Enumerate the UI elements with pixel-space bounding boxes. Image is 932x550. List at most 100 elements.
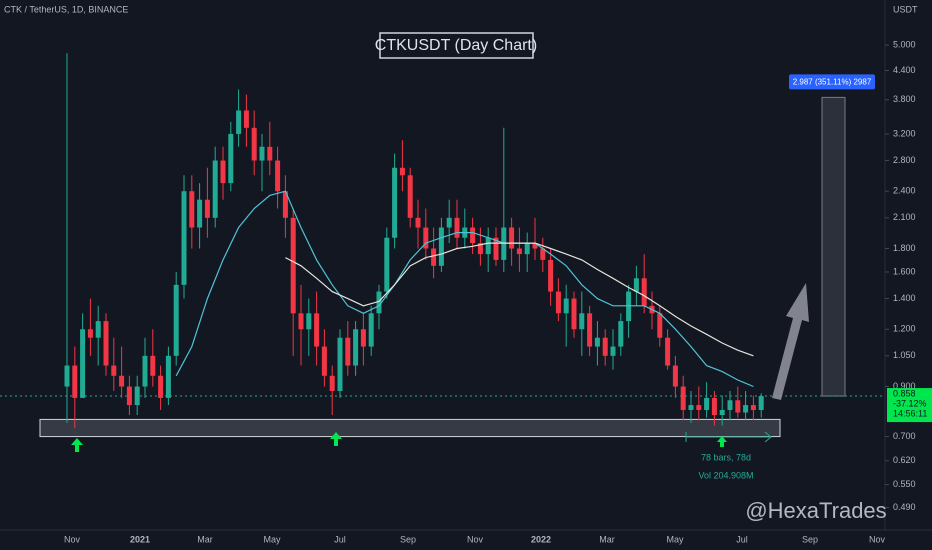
candle-body	[111, 365, 117, 376]
candle-body	[298, 313, 304, 330]
x-tick-label: Nov	[467, 534, 484, 544]
candle-body	[243, 110, 249, 128]
candle-body	[173, 284, 179, 356]
candle-body	[103, 321, 109, 366]
candle-body	[181, 191, 187, 285]
candle-body	[563, 298, 569, 314]
y-tick-label: 1.400	[893, 293, 916, 303]
candle-body	[618, 321, 624, 347]
candle-body	[306, 313, 312, 330]
candle-body	[64, 365, 70, 387]
x-tick-label: Sep	[802, 534, 818, 544]
projection-arrow	[772, 283, 809, 400]
y-tick-label: 0.700	[893, 431, 916, 441]
candle-body	[485, 237, 491, 255]
last-price: 0.858	[893, 388, 916, 398]
moving-average	[285, 242, 754, 357]
candle-body	[329, 375, 335, 392]
up-arrow	[717, 436, 727, 447]
x-tick-label: 2021	[130, 534, 150, 544]
candle-body	[594, 337, 600, 347]
candle-body	[220, 160, 226, 184]
candle-body	[704, 397, 710, 410]
x-tick-label: May	[263, 534, 281, 544]
candle-body	[275, 160, 281, 192]
candle-body	[392, 167, 398, 238]
support-zone	[39, 418, 781, 438]
candle-body	[158, 375, 164, 398]
candle-body	[587, 313, 593, 347]
y-tick-label: 1.800	[893, 243, 916, 253]
x-tick-label: Mar	[197, 534, 213, 544]
y-tick-label: 1.600	[893, 266, 916, 276]
candle-body	[532, 243, 538, 249]
candle-body	[290, 217, 296, 314]
candle-body	[579, 313, 585, 330]
chart-title: CTKUSDT (Day Chart)	[375, 37, 537, 54]
candle-body	[633, 278, 639, 292]
range-label: 78 bars, 78d	[701, 452, 751, 462]
moving-average	[175, 190, 754, 388]
candle-body	[743, 405, 749, 413]
candle-body	[431, 248, 437, 266]
y-tick-label: 3.800	[893, 94, 916, 104]
header: CTK / TetherUS, 1D, BINANCE	[4, 4, 128, 14]
y-tick-label: 2.100	[893, 212, 916, 222]
candle-body	[368, 313, 374, 347]
y-tick-label: 2.800	[893, 155, 916, 165]
y-tick-label: 3.200	[893, 128, 916, 138]
x-tick-label: May	[666, 534, 684, 544]
candle-body	[610, 346, 616, 356]
candle-body	[126, 386, 132, 406]
x-tick-label: 2022	[531, 534, 551, 544]
candle-body	[446, 217, 452, 228]
candle-body	[727, 400, 733, 410]
range-arrowhead	[764, 431, 772, 443]
candle-body	[602, 337, 608, 356]
candle-body	[509, 227, 515, 249]
range-label: Vol 204.908M	[698, 470, 753, 480]
up-arrow	[330, 432, 342, 446]
candle-body	[87, 329, 93, 338]
candle-body	[384, 237, 390, 292]
candle-body	[540, 248, 546, 260]
candle-body	[665, 337, 671, 366]
candle-body	[407, 175, 413, 218]
y-tick-label: 5.000	[893, 39, 916, 49]
candle-body	[711, 397, 717, 416]
candle-body	[641, 278, 647, 306]
candle-body	[657, 313, 663, 338]
y-tick-label: 0.620	[893, 455, 916, 465]
currency: USDT	[893, 4, 918, 14]
candle-body	[555, 291, 561, 314]
candle-body	[438, 227, 444, 266]
candle-body	[165, 355, 171, 398]
candle-body	[399, 167, 405, 176]
y-tick-label: 0.900	[893, 381, 916, 391]
candle-body	[267, 146, 273, 161]
candle-body	[251, 127, 257, 161]
candle-body	[415, 217, 421, 228]
y-tick-label: 1.050	[893, 350, 916, 360]
change-label: -37.12%	[893, 398, 927, 408]
candle-body	[696, 405, 702, 410]
candle-body	[228, 133, 234, 184]
candle-body	[758, 396, 764, 410]
projection-label-bg	[789, 74, 875, 90]
x-tick-label: Sep	[400, 534, 416, 544]
candle-body	[477, 243, 483, 255]
x-tick-label: Jul	[334, 534, 346, 544]
candle-body	[571, 298, 577, 330]
candle-body	[236, 110, 242, 134]
y-tick-label: 0.490	[893, 502, 916, 512]
candle-body	[282, 191, 288, 218]
candle-body	[493, 237, 499, 260]
candle-body	[423, 227, 429, 249]
up-arrow	[71, 438, 83, 452]
projection-box	[821, 96, 846, 397]
candle-body	[688, 405, 694, 410]
candle-body	[524, 243, 530, 255]
